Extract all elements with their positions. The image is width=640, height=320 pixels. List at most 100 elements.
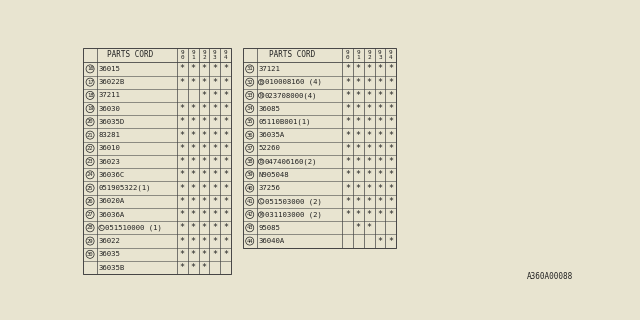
Text: *: * [223,104,228,113]
Text: *: * [367,64,372,73]
Text: *: * [345,64,350,73]
Text: *: * [378,236,383,245]
Text: 18: 18 [87,93,93,98]
Text: 36030: 36030 [99,106,120,112]
Text: *: * [345,104,350,113]
Text: 3: 3 [378,55,381,60]
Text: B: B [260,80,262,84]
Text: *: * [202,131,207,140]
Text: *: * [356,157,361,166]
Text: *: * [180,210,185,219]
Text: *: * [202,210,207,219]
Text: *: * [191,184,196,193]
Text: *: * [180,144,185,153]
Text: *: * [388,117,393,126]
Text: 36020A: 36020A [99,198,125,204]
Text: *: * [180,157,185,166]
Text: *: * [202,197,207,206]
Text: *: * [356,104,361,113]
Text: *: * [388,104,393,113]
Text: 16: 16 [87,66,93,71]
Text: *: * [212,64,218,73]
Text: *: * [367,197,372,206]
Text: *: * [212,170,218,179]
Text: 37256: 37256 [259,185,280,191]
Text: A360A00088: A360A00088 [527,272,573,281]
Text: *: * [388,197,393,206]
Text: W: W [260,212,262,217]
Text: 33: 33 [246,93,253,98]
Text: 36: 36 [246,132,253,138]
Text: *: * [202,104,207,113]
Bar [83,48,231,274]
Text: *: * [223,197,228,206]
Text: 43: 43 [246,225,253,230]
Text: *: * [202,157,207,166]
Text: 4: 4 [224,55,227,60]
Text: 21: 21 [87,132,93,138]
Text: *: * [191,170,196,179]
Text: 37121: 37121 [259,66,280,72]
Text: 36035B: 36035B [99,265,125,270]
Text: 9: 9 [356,50,360,55]
Text: 36010: 36010 [99,145,120,151]
Text: *: * [345,197,350,206]
Text: 52260: 52260 [259,145,280,151]
Text: *: * [223,250,228,259]
Text: 39: 39 [246,172,253,177]
Text: *: * [180,131,185,140]
Text: 24: 24 [87,172,93,177]
Text: *: * [212,250,218,259]
Text: *: * [356,184,361,193]
Text: 36085: 36085 [259,106,280,112]
Text: C: C [260,199,262,204]
Text: *: * [356,64,361,73]
Text: *: * [180,104,185,113]
Text: *: * [202,170,207,179]
Text: 40: 40 [246,186,253,191]
Text: *: * [356,78,361,87]
Bar [243,48,396,248]
Text: *: * [378,131,383,140]
Text: *: * [388,91,393,100]
Text: *: * [223,223,228,232]
Text: 36036A: 36036A [99,212,125,218]
Text: *: * [191,117,196,126]
Text: 30: 30 [87,252,93,257]
Text: *: * [356,210,361,219]
Text: *: * [191,223,196,232]
Text: *: * [367,223,372,232]
Text: 2: 2 [367,55,371,60]
Text: 9: 9 [367,50,371,55]
Text: *: * [378,91,383,100]
Text: *: * [202,91,207,100]
Text: 9: 9 [346,50,349,55]
Text: 051510000 (1): 051510000 (1) [105,225,162,231]
Text: *: * [367,104,372,113]
Text: *: * [191,144,196,153]
Text: *: * [367,157,372,166]
Text: *: * [356,117,361,126]
Text: 36015: 36015 [99,66,120,72]
Text: *: * [367,78,372,87]
Text: 1: 1 [191,55,195,60]
Text: 2: 2 [202,55,206,60]
Text: *: * [345,78,350,87]
Text: 35: 35 [246,119,253,124]
Text: *: * [378,104,383,113]
Text: *: * [202,263,207,272]
Text: 1: 1 [356,55,360,60]
Text: *: * [180,78,185,87]
Text: 047406160(2): 047406160(2) [265,158,317,165]
Text: N: N [260,93,262,98]
Text: *: * [191,64,196,73]
Text: *: * [180,117,185,126]
Text: 44: 44 [246,239,253,244]
Text: 42: 42 [246,212,253,217]
Text: 3: 3 [213,55,217,60]
Text: *: * [212,144,218,153]
Text: *: * [180,263,185,272]
Text: 37: 37 [246,146,253,151]
Text: 22: 22 [87,146,93,151]
Text: *: * [356,223,361,232]
